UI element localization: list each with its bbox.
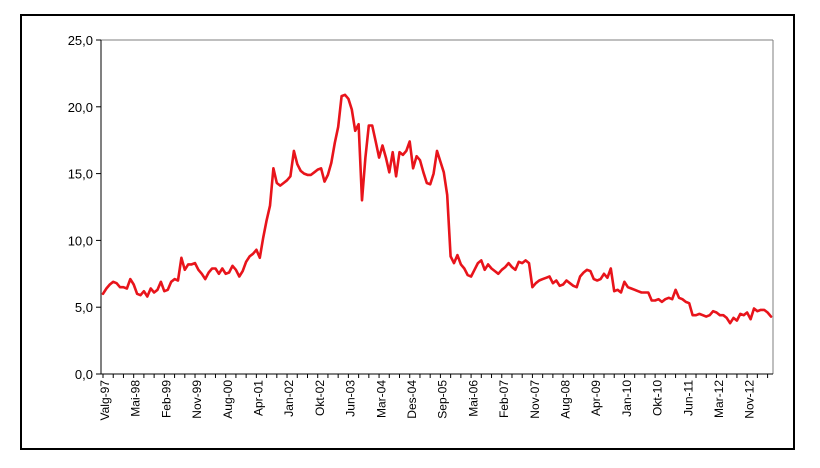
x-tick-label: Aug-00	[221, 380, 235, 419]
x-tick-label: Sep-05	[436, 380, 450, 419]
x-tick-label: Mai-06	[466, 380, 480, 417]
x-tick-label: Jan-10	[620, 380, 634, 417]
x-tick-label: Nov-99	[190, 380, 204, 419]
x-tick-label: Jan-02	[282, 380, 296, 417]
y-tick-label: 5,0	[75, 300, 93, 315]
y-tick-label: 15,0	[68, 167, 93, 182]
x-tick-label: Apr-01	[252, 380, 266, 416]
x-tick-label: Aug-08	[559, 380, 573, 419]
x-tick-label: Nov-07	[528, 380, 542, 419]
series-line	[101, 93, 773, 325]
x-axis: Valg-97 Mai-98 Feb-99 Nov-99 Aug-00 Apr-01 Jan…	[98, 373, 773, 421]
x-tick-label: Jun-03	[344, 380, 358, 417]
x-tick-label: Des-04	[405, 380, 419, 419]
x-tick-label: Valg-97	[98, 380, 112, 421]
x-tick-label: Nov-12	[743, 380, 757, 419]
x-tick-label: Okt-10	[651, 380, 665, 416]
x-tick-label: Feb-99	[159, 380, 173, 418]
x-tick-label: Mar-12	[712, 380, 726, 418]
series-group	[101, 93, 773, 325]
x-tick-label: Mar-04	[374, 380, 388, 418]
x-tick-label: Okt-02	[313, 380, 327, 416]
y-tick-label: 20,0	[68, 100, 93, 115]
y-tick-label: 10,0	[68, 233, 93, 248]
x-tick-label: Feb-07	[497, 380, 511, 418]
y-tick-label: 25,0	[68, 33, 93, 48]
y-axis: 0,0 5,0 10,0 15,0 20,0 25,0	[68, 33, 774, 382]
x-tick-label: Jun-11	[681, 380, 695, 416]
x-tick-label: Mai-98	[129, 380, 143, 417]
x-tick-label: Apr-09	[589, 380, 603, 416]
y-tick-label: 0,0	[75, 367, 93, 382]
